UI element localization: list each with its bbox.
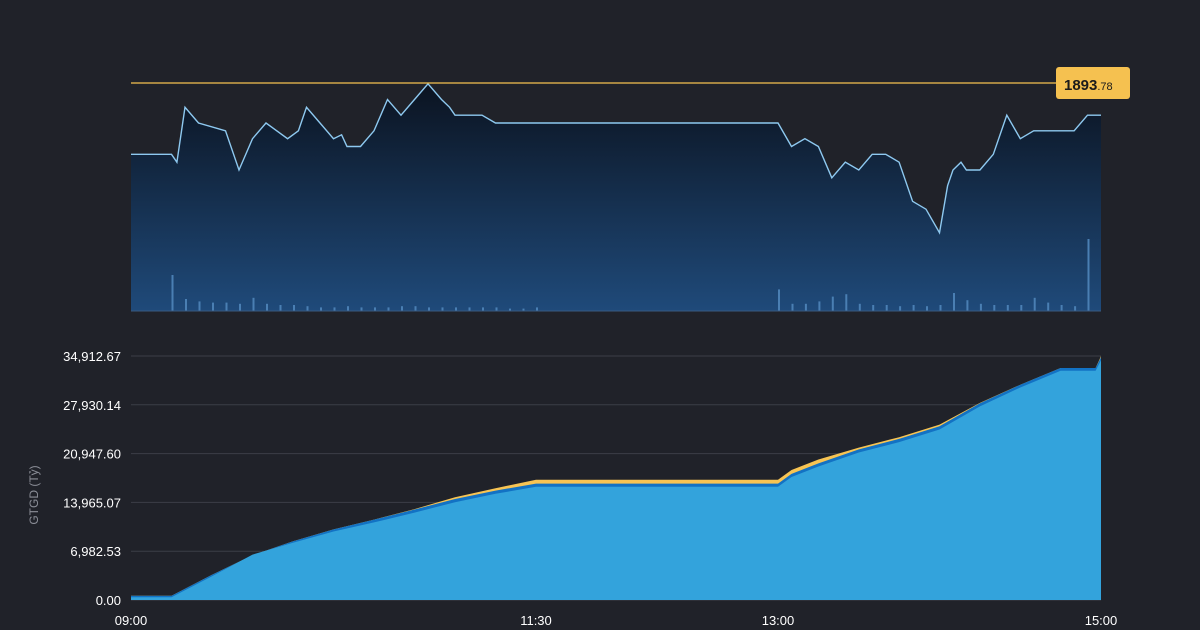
reference-value-label: 1893.78 — [1064, 77, 1113, 94]
volume-bar — [441, 307, 444, 311]
volume-bar — [845, 294, 848, 311]
volume-bar — [360, 307, 363, 311]
volume-bar — [468, 307, 471, 311]
volume-bar — [778, 289, 780, 311]
volume-bar — [185, 299, 187, 311]
volume-bar — [979, 303, 982, 311]
volume-bar — [482, 307, 484, 311]
volume-bar — [522, 308, 525, 311]
volume-bar — [885, 305, 888, 311]
volume-bar — [333, 307, 336, 311]
volume-bar — [198, 301, 201, 311]
volume-bar — [171, 275, 174, 311]
volume-bar — [818, 301, 821, 311]
volume-bar — [414, 306, 417, 311]
volume-bar — [939, 305, 942, 311]
volume-bar — [831, 296, 834, 311]
y-tick-label: 34,912.67 — [63, 349, 121, 364]
y-axis-title: GTGD (Tỷ) — [27, 465, 41, 524]
volume-bar — [1074, 306, 1077, 311]
volume-bar — [953, 293, 955, 311]
volume-bar — [1006, 305, 1009, 311]
volume-bar — [966, 300, 969, 311]
price-area — [131, 83, 1101, 311]
volume-bar — [239, 303, 241, 311]
price-line — [131, 82, 1101, 235]
y-tick-label: 20,947.60 — [63, 447, 121, 462]
volume-bar — [1033, 297, 1036, 311]
x-tick-label: 15:00 — [1085, 613, 1118, 628]
x-axis-tick-labels: 09:00 11:30 13:00 15:00 — [115, 613, 1118, 628]
volume-bar — [212, 302, 214, 311]
volume-bar — [306, 306, 309, 311]
y-axis-tick-labels: 0.00 6,982.53 13,965.07 20,947.60 27,930.14 3… — [63, 349, 121, 608]
volume-bar — [252, 297, 255, 311]
volume-bar — [1020, 305, 1023, 311]
turnover-chart-panel: 0.00 6,982.53 13,965.07 20,947.60 27,930.14 3… — [27, 349, 1117, 628]
volume-bar — [804, 303, 807, 311]
volume-bar — [926, 306, 928, 311]
volume-bar — [347, 306, 349, 311]
x-tick-label: 13:00 — [762, 613, 795, 628]
volume-bar — [536, 307, 538, 311]
volume-bar — [320, 307, 322, 311]
volume-bar — [455, 307, 457, 311]
y-tick-label: 27,930.14 — [63, 398, 121, 413]
volume-bar — [225, 302, 228, 311]
volume-bar — [1047, 302, 1050, 311]
volume-bar — [495, 307, 498, 311]
y-tick-label: 0.00 — [96, 593, 121, 608]
price-chart-panel: 1893.78 — [131, 67, 1130, 312]
reference-value-badge: 1893.78 — [1056, 67, 1130, 99]
reference-badge-background — [1056, 67, 1130, 99]
turnover-main-area — [131, 360, 1101, 600]
volume-bar — [374, 307, 376, 311]
x-tick-label: 11:30 — [520, 613, 552, 628]
volume-bars — [171, 239, 1090, 311]
volume-bar — [899, 306, 902, 311]
volume-bar — [387, 307, 390, 311]
volume-bar — [858, 303, 861, 311]
y-tick-label: 6,982.53 — [70, 544, 121, 559]
volume-bar — [279, 305, 282, 311]
volume-bar — [428, 307, 430, 311]
volume-bar — [1060, 305, 1063, 311]
y-tick-label: 13,965.07 — [63, 495, 121, 510]
volume-bar — [401, 306, 403, 311]
reference-value-integer: 1893 — [1064, 77, 1097, 94]
volume-bar — [912, 305, 915, 311]
volume-bar — [872, 305, 875, 311]
x-tick-label: 09:00 — [115, 613, 148, 628]
volume-bar — [791, 303, 794, 311]
volume-bar — [293, 305, 295, 311]
volume-bar — [993, 305, 996, 311]
volume-bar — [266, 303, 268, 311]
volume-bar — [509, 308, 511, 311]
volume-bar — [1087, 239, 1090, 311]
reference-value-decimal: .78 — [1097, 81, 1112, 93]
